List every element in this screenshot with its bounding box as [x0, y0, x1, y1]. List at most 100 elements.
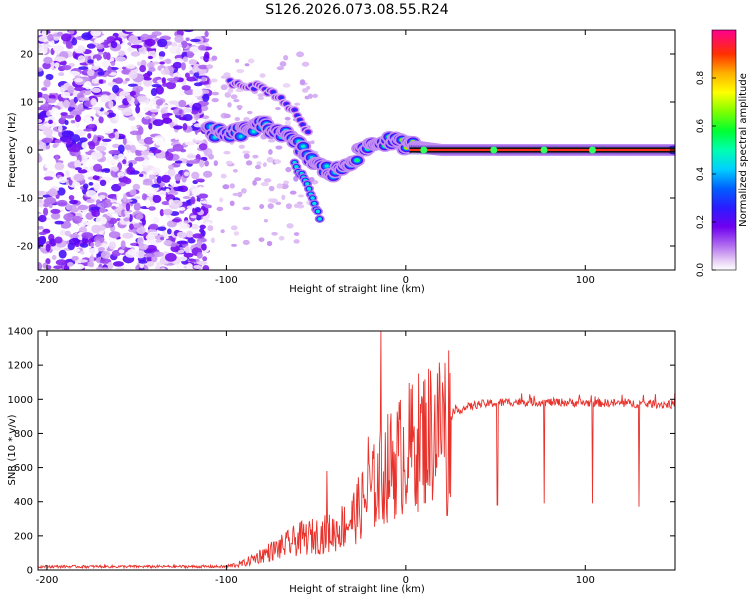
spectrogram-noise-blob [43, 79, 51, 88]
spectrogram-noise-blob [168, 126, 174, 136]
spectrogram-noise-blob [69, 199, 79, 205]
spectrogram-noise-blob [279, 61, 287, 67]
spectrogram-noise-blob [94, 38, 105, 44]
spectrogram-noise-blob [219, 197, 224, 203]
spectrogram-noise-blob [134, 195, 141, 200]
snr-xlabel: Height of straight line (km) [289, 584, 425, 595]
spectrogram-noise-blob [117, 171, 125, 177]
spectrogram-noise-blob [297, 194, 305, 198]
spectrogram-noise-blob [202, 265, 210, 270]
spectrogram-noise-blob [136, 226, 146, 235]
spectrogram-noise-blob [165, 188, 170, 193]
spectrogram-noise-blob [45, 73, 54, 81]
spectrogram-noise-blob [242, 239, 250, 245]
spectrogram-noise-blob [118, 98, 124, 106]
spectrogram-noise-blob [196, 132, 202, 140]
spectrogram-noise-blob [100, 250, 111, 259]
spectrogram-noise-blob [38, 186, 47, 191]
spectrogram-noise-blob [128, 162, 133, 169]
spectrogram-noise-blob [211, 55, 218, 61]
spectrogram-noise-blob [99, 216, 107, 225]
spectrogram-noise-blob [186, 154, 198, 159]
spectrogram-noise-blob [306, 86, 311, 90]
spectrogram-noise-blob [263, 178, 272, 183]
spectrogram-noise-blob [293, 232, 300, 236]
snr-plot-area [38, 331, 675, 570]
spectrogram-branch-blob [292, 108, 297, 112]
spectrogram-noise-blob [283, 54, 289, 61]
spectrogram-noise-blob [138, 260, 148, 264]
spectrogram-noise-blob [134, 149, 144, 156]
spectrogram-noise-blob [145, 256, 153, 262]
spectrogram-noise-blob [60, 91, 71, 99]
spectrogram-noise-blob [266, 156, 274, 163]
colorbar-frame [711, 29, 737, 271]
spectrogram-noise-blob [142, 72, 151, 79]
snr-xtick-label: 0 [403, 575, 409, 586]
spectrogram-noise-blob [59, 229, 67, 236]
spectrogram-noise-blob [241, 188, 247, 194]
spectrogram-noise-blob [204, 204, 212, 209]
spectrogram-noise-blob [126, 94, 132, 102]
colorbar-label: Normalized spectral amplitude [738, 73, 749, 227]
spectrogram-noise-blob [88, 181, 94, 186]
spectrogram-noise-blob [244, 63, 250, 67]
spectrogram-noise-blob [117, 67, 123, 72]
spectrogram-noise-blob [234, 117, 241, 122]
snr-x-ticks: -200 -100 0 100 [36, 331, 595, 586]
spectrogram-noise-blob [182, 113, 193, 122]
spectrogram-noise-blob [48, 119, 53, 125]
spectrogram-noise-blob [285, 203, 292, 210]
spectrogram-noise-blob [229, 200, 235, 207]
spectrogram-noise-blob [99, 179, 107, 187]
spectrogram-noise-blob [174, 173, 182, 182]
spectrogram-noise-blob [58, 125, 63, 133]
spectrogram-noise-blob [243, 153, 250, 159]
spectrogram-noise-blob [230, 225, 238, 231]
spectrogram-noise-blob [63, 213, 75, 221]
spectrogram-noise-blob [98, 116, 104, 124]
spectrogram-noise-blob [257, 93, 265, 98]
spectrogram-noise-blob [176, 186, 182, 192]
spectrogram-noise-blob [58, 72, 65, 77]
spectrogram-noise-blob [56, 199, 68, 207]
spectrogram-noise-blob [54, 236, 63, 244]
snr-xtick-label: -200 [36, 575, 59, 586]
spectrogram-noise-blob [148, 206, 156, 211]
spectrogram-noise-blob [84, 80, 92, 90]
spectrogram-noise-blob [173, 125, 183, 130]
spectrogram-noise-blob [193, 82, 203, 87]
spectrogram-noise-blob [91, 87, 101, 93]
snr-ytick-label: 400 [14, 497, 33, 508]
spectrogram-ytick-label: 0 [27, 146, 33, 157]
spectrogram-noise-blob [170, 199, 183, 208]
spectrogram-ridge-blob [355, 158, 359, 162]
snr-ytick-label: 1400 [8, 327, 33, 338]
spectrogram-noise-blob [64, 120, 69, 126]
spectrogram-noise-blob [216, 206, 224, 212]
spectrogram-noise-blob [44, 164, 56, 169]
spectrogram-noise-blob [165, 58, 172, 65]
spectrogram-noise-blob [143, 77, 152, 81]
spectrogram-noise-blob [43, 56, 53, 64]
spectrogram-noise-blob [130, 125, 138, 130]
spectrogram-noise-blob [41, 30, 48, 37]
spectrogram-ytick-label: 20 [20, 50, 33, 61]
spectrogram-noise-blob [275, 201, 282, 206]
spectrogram-noise-blob [112, 143, 121, 149]
spectrogram-noise-blob [183, 30, 194, 33]
spectrogram-ytick-label: -20 [17, 242, 33, 253]
spectrogram-noise-blob [116, 191, 123, 201]
spectrogram-noise-blob [170, 30, 175, 36]
spectrogram-noise-blob [296, 51, 305, 58]
spectrogram-branch-blob [279, 96, 284, 100]
spectrogram-noise-blob [203, 54, 210, 63]
spectrogram-noise-blob [191, 188, 201, 196]
spectrogram-noise-blob [146, 62, 155, 69]
spectrogram-noise-blob [176, 240, 188, 245]
spectrogram-noise-blob [151, 183, 161, 188]
spectrogram-noise-blob [74, 114, 81, 123]
spectrogram-noise-blob [136, 145, 148, 151]
spectrogram-branch-blob [271, 90, 276, 94]
